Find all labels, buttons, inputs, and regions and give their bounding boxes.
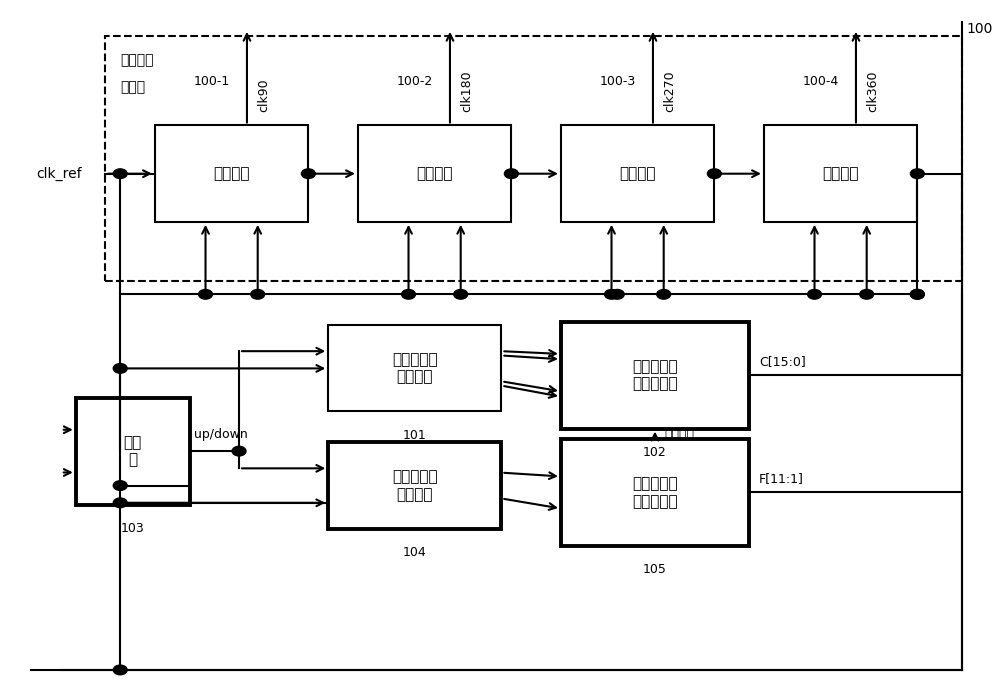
Text: clk360: clk360 [866, 70, 879, 111]
Text: 100-4: 100-4 [803, 75, 839, 88]
Text: 延时单元: 延时单元 [822, 166, 859, 181]
Bar [561, 322, 749, 429]
Text: 延时链: 延时链 [120, 81, 145, 95]
Bar [105, 36, 962, 280]
Circle shape [232, 446, 246, 456]
Circle shape [113, 169, 127, 179]
Text: 精调双向移
位寄存器链: 精调双向移 位寄存器链 [632, 476, 678, 509]
Text: 数字控制: 数字控制 [120, 53, 154, 67]
Text: 100-2: 100-2 [397, 75, 433, 88]
Circle shape [113, 665, 127, 675]
Circle shape [402, 289, 415, 299]
Text: C[15:0]: C[15:0] [759, 355, 806, 368]
Circle shape [808, 289, 821, 299]
Text: clk_ref: clk_ref [36, 167, 82, 181]
Bar [764, 125, 917, 222]
Circle shape [910, 289, 924, 299]
Bar [328, 325, 501, 412]
Bar [561, 125, 714, 222]
Circle shape [113, 498, 127, 508]
Text: 102: 102 [643, 446, 667, 459]
Bar [358, 125, 511, 222]
Text: 延时单元: 延时单元 [619, 166, 656, 181]
Text: 100-3: 100-3 [600, 75, 636, 88]
Text: 100: 100 [967, 22, 993, 36]
Text: 105: 105 [643, 563, 667, 576]
Circle shape [504, 169, 518, 179]
Bar [76, 398, 190, 504]
Text: 鉴相
器: 鉴相 器 [123, 435, 142, 467]
Text: 延时单元: 延时单元 [213, 166, 250, 181]
Text: 101: 101 [403, 429, 427, 441]
Circle shape [113, 363, 127, 373]
Text: 粗调时间数
字转换器: 粗调时间数 字转换器 [392, 352, 438, 385]
Circle shape [605, 289, 618, 299]
Text: clk270: clk270 [663, 70, 676, 111]
Text: 延时单元: 延时单元 [416, 166, 453, 181]
Circle shape [454, 289, 468, 299]
Circle shape [707, 169, 721, 179]
Text: 104: 104 [403, 546, 427, 559]
Bar [328, 442, 501, 529]
Circle shape [113, 481, 127, 491]
Text: clk90: clk90 [257, 78, 270, 111]
Circle shape [910, 169, 924, 179]
Text: F[11:1]: F[11:1] [759, 472, 804, 485]
Text: 启动控制: 启动控制 [665, 428, 695, 440]
Text: 粗调双向移
位寄存器链: 粗调双向移 位寄存器链 [632, 359, 678, 392]
Text: 100-1: 100-1 [194, 75, 230, 88]
Circle shape [251, 289, 265, 299]
Circle shape [860, 289, 874, 299]
Text: up/down: up/down [194, 428, 248, 441]
Circle shape [657, 289, 671, 299]
Bar [561, 439, 749, 546]
Circle shape [301, 169, 315, 179]
Bar [155, 125, 308, 222]
Circle shape [199, 289, 212, 299]
Text: 103: 103 [121, 522, 144, 535]
Circle shape [610, 289, 624, 299]
Circle shape [910, 289, 924, 299]
Text: clk180: clk180 [460, 70, 473, 111]
Text: 精调时间数
字转换器: 精调时间数 字转换器 [392, 469, 438, 502]
